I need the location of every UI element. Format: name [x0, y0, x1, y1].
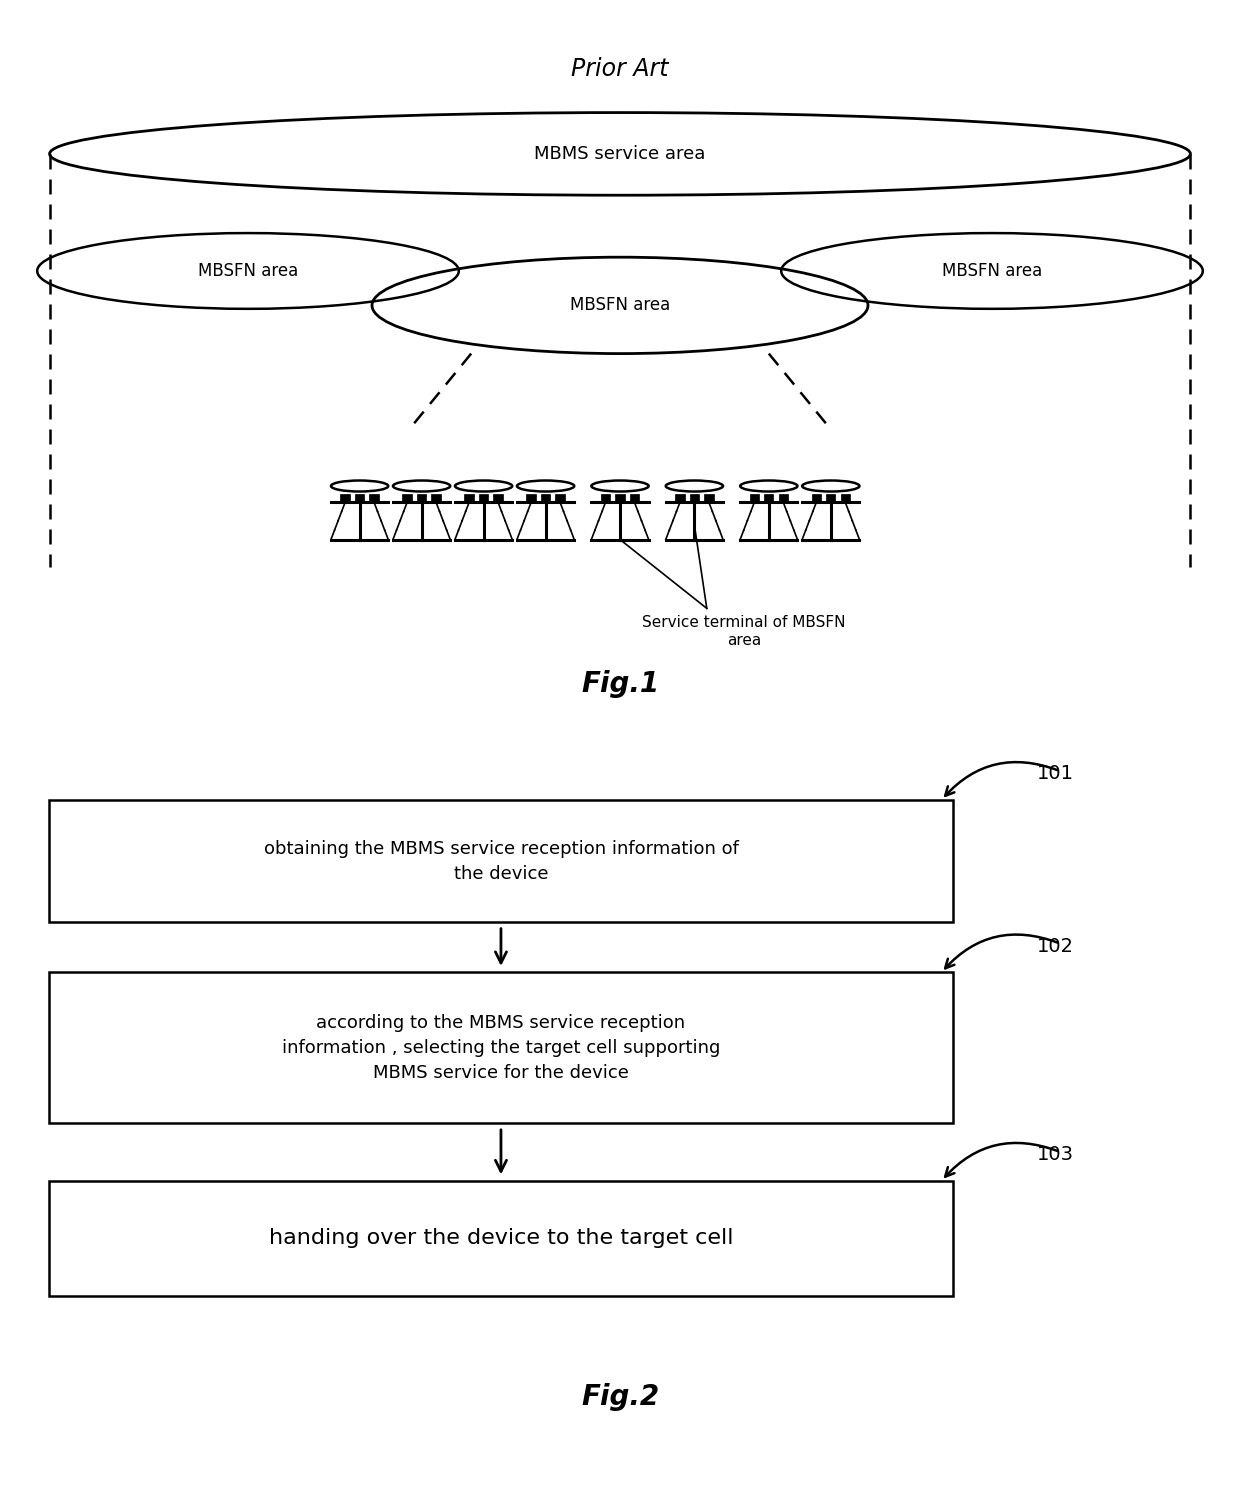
Bar: [526, 494, 536, 501]
Bar: [764, 494, 774, 501]
Bar: [464, 494, 474, 501]
Text: 102: 102: [1037, 937, 1074, 955]
Bar: [48, 973, 954, 1123]
Bar: [675, 494, 684, 501]
Text: 103: 103: [1037, 1145, 1074, 1163]
Bar: [749, 494, 759, 501]
Text: Fig.2: Fig.2: [580, 1383, 660, 1410]
Bar: [615, 494, 625, 501]
Bar: [704, 494, 714, 501]
Bar: [417, 494, 427, 501]
Bar: [630, 494, 640, 501]
Text: Service terminal of MBSFN
area: Service terminal of MBSFN area: [642, 615, 846, 648]
Text: according to the MBMS service reception
information , selecting the target cell : according to the MBMS service reception …: [281, 1013, 720, 1082]
Text: Prior Art: Prior Art: [572, 57, 668, 81]
Bar: [340, 494, 350, 501]
Text: 101: 101: [1037, 763, 1074, 783]
Bar: [370, 494, 379, 501]
Bar: [48, 1181, 954, 1296]
Text: MBMS service area: MBMS service area: [534, 145, 706, 163]
Text: MBSFN area: MBSFN area: [198, 262, 298, 280]
Bar: [479, 494, 489, 501]
Bar: [841, 494, 851, 501]
Bar: [689, 494, 699, 501]
Text: obtaining the MBMS service reception information of
the device: obtaining the MBMS service reception inf…: [264, 840, 738, 883]
Bar: [556, 494, 565, 501]
Text: handing over the device to the target cell: handing over the device to the target ce…: [269, 1229, 733, 1248]
Text: MBSFN area: MBSFN area: [942, 262, 1042, 280]
Bar: [600, 494, 610, 501]
Bar: [432, 494, 441, 501]
Bar: [48, 799, 954, 922]
Bar: [402, 494, 412, 501]
Text: Fig.1: Fig.1: [580, 669, 660, 698]
Bar: [826, 494, 836, 501]
Bar: [541, 494, 551, 501]
Bar: [811, 494, 821, 501]
Bar: [494, 494, 503, 501]
Bar: [779, 494, 789, 501]
Bar: [355, 494, 365, 501]
Text: MBSFN area: MBSFN area: [570, 296, 670, 314]
